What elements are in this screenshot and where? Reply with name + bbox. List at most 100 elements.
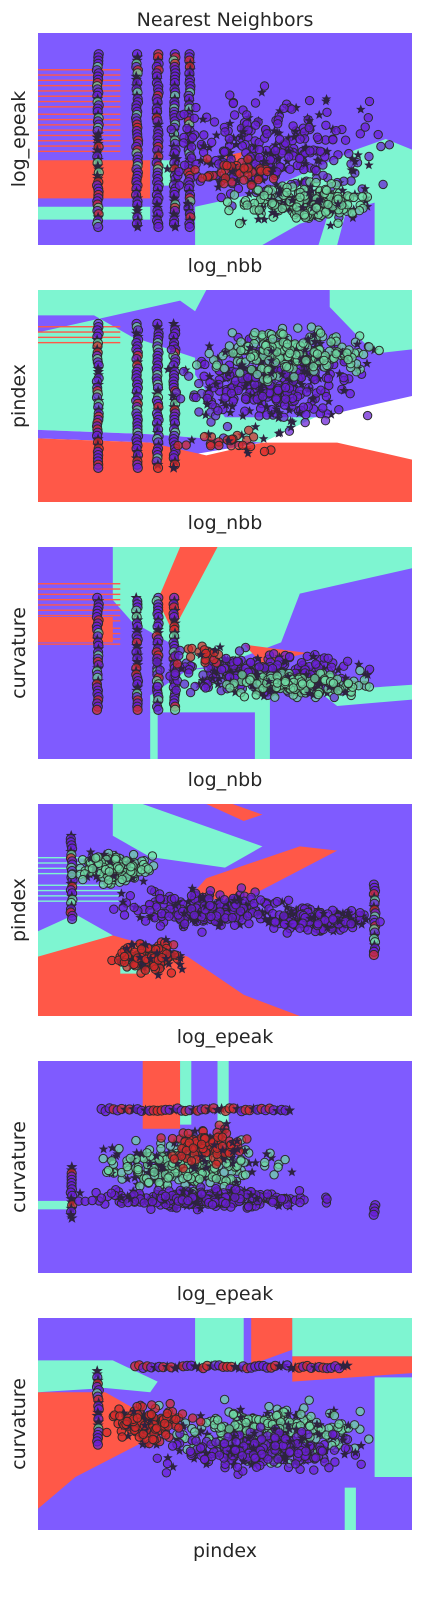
star-marker: [252, 653, 263, 663]
star-marker: [260, 914, 271, 924]
region-stripe: [38, 347, 121, 349]
decision-region-teal: [195, 1318, 244, 1365]
data-point: [288, 683, 298, 693]
data-point: [190, 681, 200, 692]
data-point: [326, 337, 336, 347]
star-marker: [244, 188, 254, 198]
data-point: [211, 1159, 222, 1170]
star-marker: [346, 165, 357, 175]
star-marker: [187, 883, 198, 893]
data-point: [294, 153, 305, 164]
data-point: [174, 167, 184, 177]
data-point: [280, 382, 291, 393]
data-point: [148, 1434, 158, 1445]
data-point: [280, 1154, 290, 1165]
data-point: [246, 657, 256, 668]
region-stripe: [38, 74, 121, 76]
data-point: [257, 1434, 267, 1444]
y-axis-label: curvature: [8, 1378, 30, 1470]
star-marker: [282, 902, 292, 912]
data-point: [179, 160, 190, 171]
data-point: [146, 885, 157, 895]
star-marker: [309, 336, 320, 346]
data-point: [189, 910, 200, 920]
star-marker: [266, 355, 277, 365]
star-marker: [116, 888, 127, 898]
data-point: [154, 1177, 164, 1188]
data-point: [346, 919, 356, 929]
data-point: [132, 462, 143, 473]
star-marker: [157, 1162, 167, 1172]
decision-region-red: [292, 1356, 412, 1382]
star-marker: [151, 1151, 162, 1161]
data-point: [219, 147, 230, 157]
data-point: [311, 177, 321, 188]
data-point: [296, 1427, 307, 1437]
star-marker: [314, 1429, 324, 1439]
star-marker: [144, 1158, 155, 1168]
data-point: [227, 913, 238, 923]
star-marker: [139, 1420, 150, 1430]
star-marker: [248, 1443, 259, 1453]
data-point: [273, 119, 283, 129]
star-marker: [221, 1118, 232, 1128]
data-point: [240, 394, 251, 404]
star-marker: [197, 675, 208, 685]
star-marker: [259, 156, 270, 166]
data-point: [295, 134, 305, 144]
data-point: [153, 221, 164, 233]
data-point: [328, 678, 339, 688]
star-marker: [98, 1144, 109, 1154]
data-point: [288, 919, 298, 929]
data-point: [364, 151, 374, 162]
star-marker: [238, 1456, 249, 1466]
data-point: [205, 886, 216, 896]
data-point: [323, 653, 333, 663]
data-point: [140, 965, 151, 975]
star-marker: [232, 1136, 242, 1146]
data-point: [214, 1450, 225, 1460]
star-marker: [339, 385, 349, 395]
star-marker: [265, 913, 276, 923]
star-marker: [258, 433, 269, 443]
data-point: [96, 1193, 107, 1203]
region-stripe: [38, 118, 121, 121]
data-point: [280, 676, 291, 687]
region-stripe: [38, 643, 121, 645]
data-point: [250, 1453, 260, 1463]
region-stripe: [38, 69, 121, 71]
data-point: [186, 153, 197, 163]
data-point: [271, 1410, 282, 1421]
scatter-points: [91, 592, 375, 716]
data-point: [234, 646, 245, 656]
data-point: [281, 362, 292, 372]
data-point: [364, 96, 375, 107]
data-point: [207, 137, 217, 148]
star-marker: [259, 691, 269, 701]
data-point: [270, 917, 280, 927]
data-point: [267, 198, 277, 209]
data-point: [152, 462, 164, 473]
data-point: [255, 895, 266, 905]
star-marker: [152, 948, 162, 958]
star-marker: [169, 221, 181, 232]
data-point: [315, 328, 326, 338]
star-marker: [122, 1173, 133, 1184]
data-point: [221, 1198, 231, 1209]
star-marker: [285, 1436, 296, 1446]
data-point: [143, 864, 154, 874]
data-point: [349, 192, 359, 203]
star-marker: [229, 895, 240, 905]
data-point: [272, 896, 282, 907]
star-marker: [198, 114, 208, 124]
star-marker: [284, 405, 295, 415]
region-stripe: [38, 614, 121, 617]
star-marker: [179, 908, 190, 918]
data-point: [362, 410, 373, 421]
star-marker: [163, 364, 173, 374]
star-marker: [132, 221, 144, 232]
decision-region-red: [251, 1318, 293, 1365]
star-marker: [137, 1439, 148, 1449]
star-marker: [167, 390, 178, 401]
